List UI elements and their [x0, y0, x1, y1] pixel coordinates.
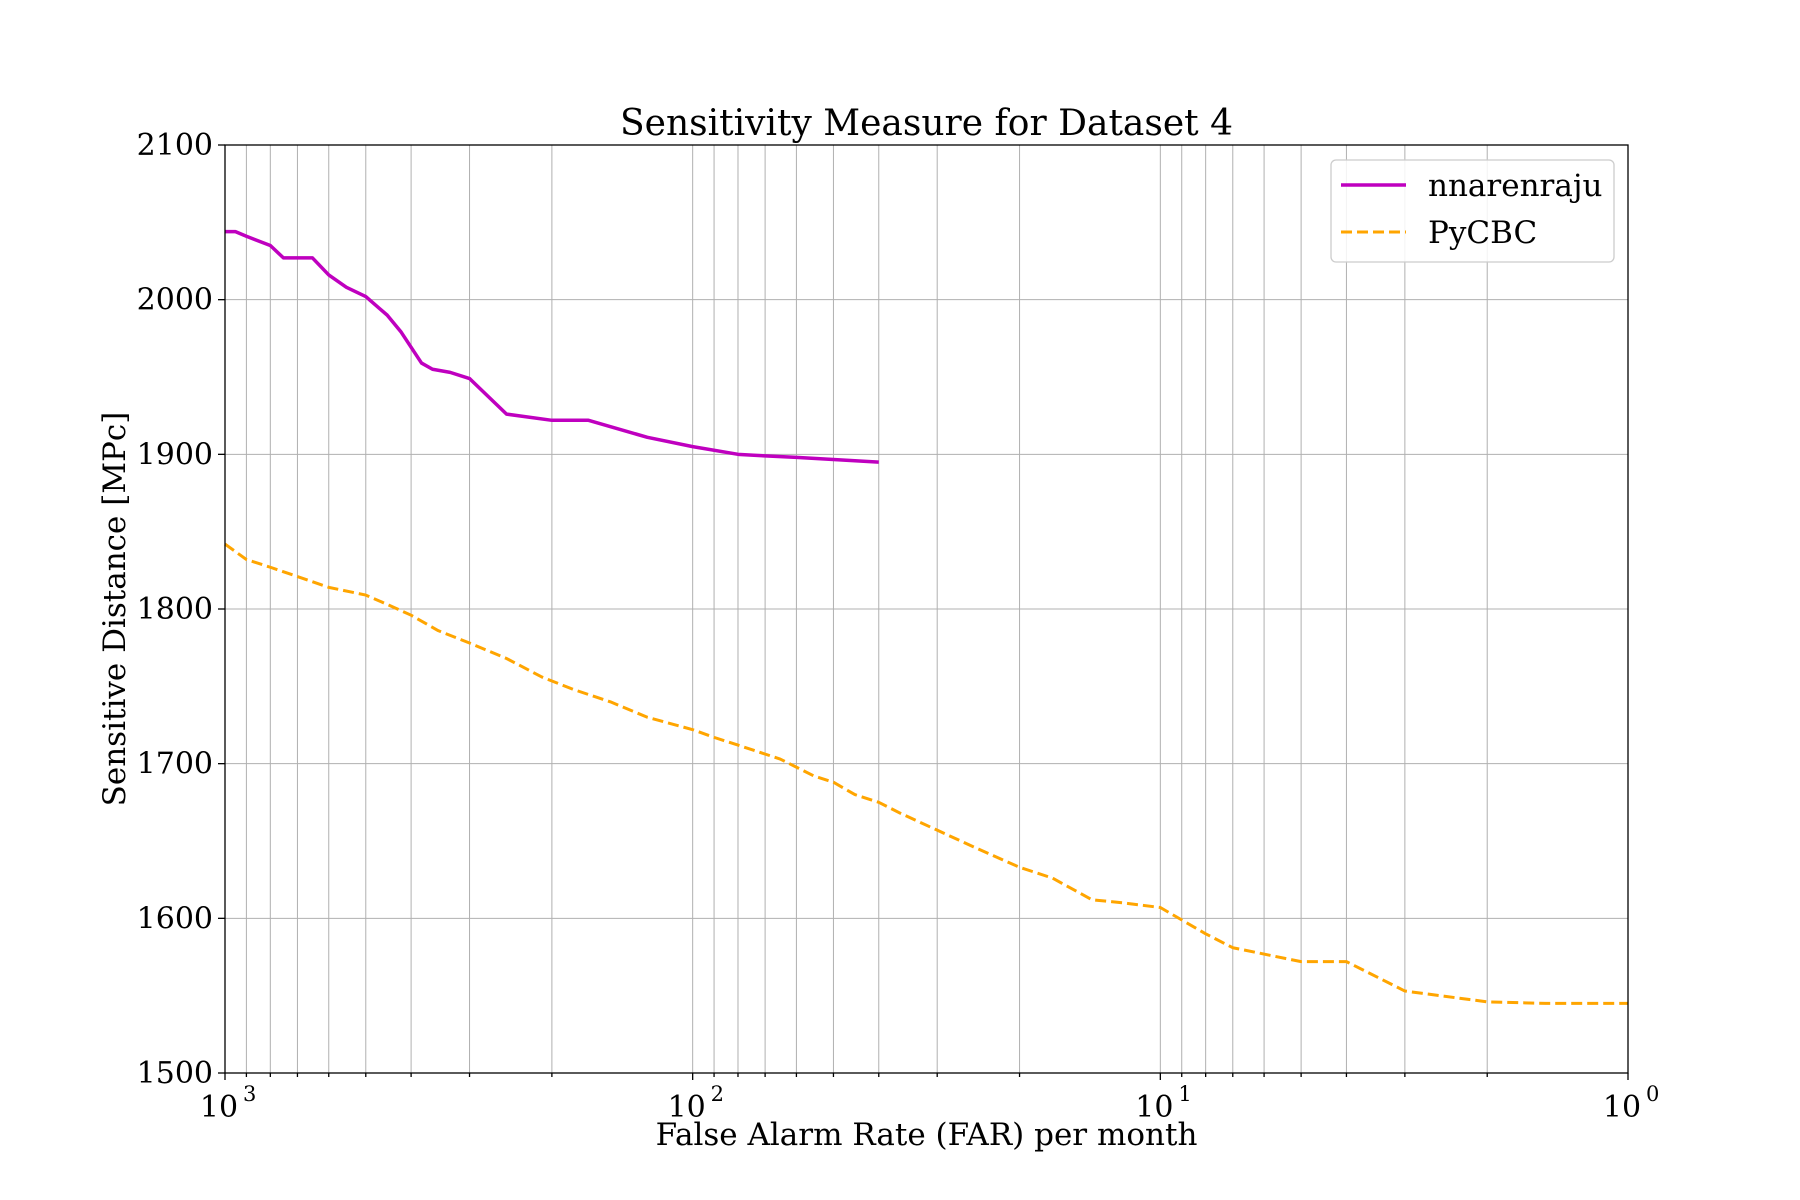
y-tick-label: 1700 [137, 747, 213, 782]
x-tick-label-exponent: 2 [711, 1082, 724, 1106]
x-tick-label-base: 10 [200, 1090, 238, 1125]
x-tick-label: 10 3 [200, 1082, 256, 1125]
x-tick-label: 10 1 [1135, 1082, 1191, 1125]
series-line-pycbc [224, 542, 1628, 1005]
series-layer [224, 229, 1628, 1005]
x-axis-label: False Alarm Rate (FAR) per month [656, 1117, 1198, 1153]
legend-label-pycbc: PyCBC [1428, 215, 1537, 251]
x-tick-label-exponent: 3 [243, 1082, 256, 1106]
y-tick-label: 2100 [137, 128, 213, 163]
legend: nnarenraju PyCBC [1330, 159, 1615, 263]
chart-title: Sensitivity Measure for Dataset 4 [620, 103, 1233, 144]
legend-label-nnarenraju: nnarenraju [1428, 168, 1602, 204]
x-tick-label: 10 0 [1603, 1082, 1659, 1125]
x-tick-label-base: 10 [1135, 1090, 1173, 1125]
y-tick-label: 1600 [137, 901, 213, 936]
y-tick-label: 1900 [137, 437, 213, 472]
y-tick-label: 1500 [137, 1056, 213, 1091]
series-line-nnarenraju [225, 229, 879, 464]
y-axis-label: Sensitive Distance [MPc] [97, 412, 133, 807]
x-tick-label-exponent: 1 [1178, 1082, 1191, 1106]
x-tick-label-base: 10 [668, 1090, 706, 1125]
x-tick-label-base: 10 [1603, 1090, 1641, 1125]
y-tick-label: 2000 [137, 283, 213, 318]
y-tick-label: 1800 [137, 592, 213, 627]
x-tick-label: 10 2 [668, 1082, 724, 1125]
x-tick-label-exponent: 0 [1646, 1082, 1659, 1106]
